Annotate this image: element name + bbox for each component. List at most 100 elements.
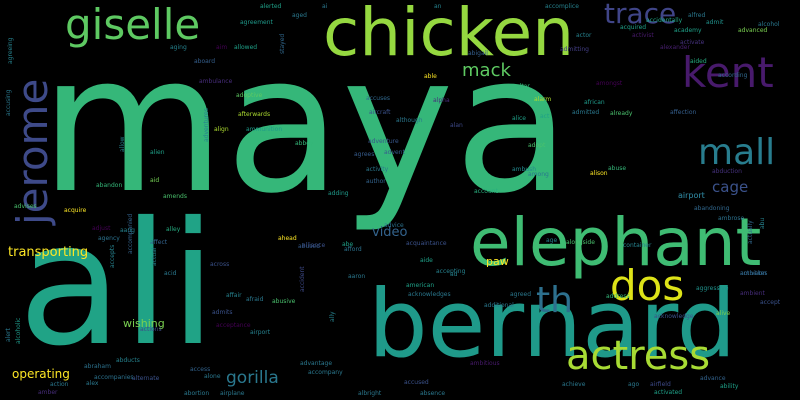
word-cage: cage — [712, 178, 749, 196]
word-activated: activated — [654, 389, 683, 396]
word-ambient: ambient — [740, 290, 765, 297]
word-stayed: stayed — [279, 33, 286, 54]
word-wishing: wishing — [123, 317, 165, 330]
word-among: among — [528, 171, 549, 178]
word-admit: admit — [706, 19, 724, 26]
word-aged: aged — [292, 12, 307, 19]
word-abbey: abbey — [295, 140, 314, 147]
word-advent: advent — [384, 149, 405, 156]
word-ai: ai — [322, 3, 328, 10]
word-accepting: accepting — [436, 268, 466, 275]
word-affection: affection — [670, 109, 697, 116]
word-alien: alien — [150, 149, 165, 156]
word-agreeing: agreeing — [7, 37, 14, 64]
word-aircraft: aircraft — [369, 109, 391, 116]
word-abe: abe — [342, 241, 354, 248]
word-agreed: agreed — [510, 291, 532, 298]
word-ali: ali — [18, 186, 217, 384]
word-ad: ad — [450, 271, 458, 278]
word-aggressive: aggressive — [696, 285, 729, 292]
word-activity: activity — [366, 166, 389, 173]
word-across: across — [210, 261, 230, 268]
word-acknowledge: acknowledge — [654, 313, 694, 320]
word-abusive: abusive — [272, 298, 296, 305]
word-aang: aang — [120, 227, 135, 234]
word-acknowledges: acknowledges — [408, 291, 451, 298]
word-airport: airport — [250, 329, 271, 336]
word-ammunition: ammunition — [246, 126, 283, 133]
word-academy: academy — [674, 27, 702, 34]
word-alice: alice — [512, 115, 527, 122]
word-alex: alex — [86, 380, 99, 387]
word-alongside: alongside — [566, 239, 595, 246]
word-already: already — [610, 110, 633, 117]
word-additional: additional — [484, 302, 514, 309]
word-afford: afford — [344, 246, 362, 253]
word-ambition: ambition — [740, 270, 767, 277]
word-giselle: giselle — [65, 0, 201, 49]
word-amends: amends — [163, 193, 187, 200]
word-aboard: aboard — [194, 58, 216, 65]
word-abused: abused — [298, 243, 320, 250]
word-abraham: abraham — [84, 363, 111, 370]
word-abandoning: abandoning — [694, 205, 730, 212]
word-actress: actress — [566, 333, 711, 379]
word-activates: activates — [740, 270, 768, 277]
word-ambitious: ambitious — [470, 360, 500, 367]
word-altar: altar — [516, 83, 530, 90]
word-albright: albright — [358, 390, 382, 397]
word-aim: aim — [216, 44, 228, 51]
word-acid: acid — [164, 270, 177, 277]
word-abortion: abortion — [184, 390, 210, 397]
word-abu: abu — [759, 217, 766, 229]
word-aide: aide — [420, 257, 433, 264]
word-abuse: abuse — [608, 165, 627, 172]
word-ambulance: ambulance — [199, 78, 233, 85]
word-video: video — [372, 225, 408, 240]
word-accused: accused — [404, 379, 429, 386]
word-mack: mack — [462, 60, 511, 81]
word-abigail: abigail — [468, 50, 488, 57]
word-actions: actions — [140, 326, 162, 333]
word-mall: mall — [698, 132, 776, 173]
word-according: according — [718, 72, 748, 79]
word-container: container — [623, 242, 652, 249]
word-allow: allow — [119, 136, 126, 152]
word-aging: aging — [170, 44, 187, 51]
word-aid: aid — [150, 177, 160, 184]
word-alison: alison — [590, 170, 608, 177]
word-advance: advance — [700, 375, 726, 382]
word-aaron: aaron — [348, 273, 366, 280]
word-alexander: alexander — [660, 44, 690, 51]
word-alerted: alerted — [260, 3, 282, 10]
word-accept: accept — [760, 299, 781, 306]
word-an: an — [434, 3, 442, 10]
word-ability: ability — [720, 383, 739, 390]
word-advice: advice — [384, 222, 404, 229]
word-able: able — [424, 73, 437, 80]
word-accuses: accuses — [366, 95, 391, 102]
word-advises: advises — [14, 203, 37, 210]
word-ago: ago — [628, 381, 640, 388]
word-abducts: abducts — [116, 357, 140, 364]
word-achieve: achieve — [562, 381, 586, 388]
word-admitted: admitted — [572, 109, 600, 116]
word-kent: kent — [682, 48, 774, 97]
word-alan: alan — [450, 122, 463, 129]
word-activate: activate — [680, 39, 705, 46]
word-abduction: abduction — [712, 168, 742, 175]
word-accompany: accompany — [308, 369, 343, 376]
word-actor: actor — [576, 32, 592, 39]
word-abandon: abandon — [96, 182, 123, 189]
word-ambush: ambush — [512, 166, 537, 173]
word-actual: actual — [151, 247, 158, 266]
word-alcoholic: alcoholic — [15, 317, 22, 344]
word-ahead: ahead — [278, 235, 297, 242]
word-th: th — [536, 280, 573, 321]
word-agency: agency — [98, 235, 120, 242]
word-dos: dos — [610, 261, 685, 310]
word-airport: airport — [678, 191, 705, 200]
word-adopt: adopt — [528, 142, 546, 149]
word-amber: amber — [38, 389, 58, 396]
